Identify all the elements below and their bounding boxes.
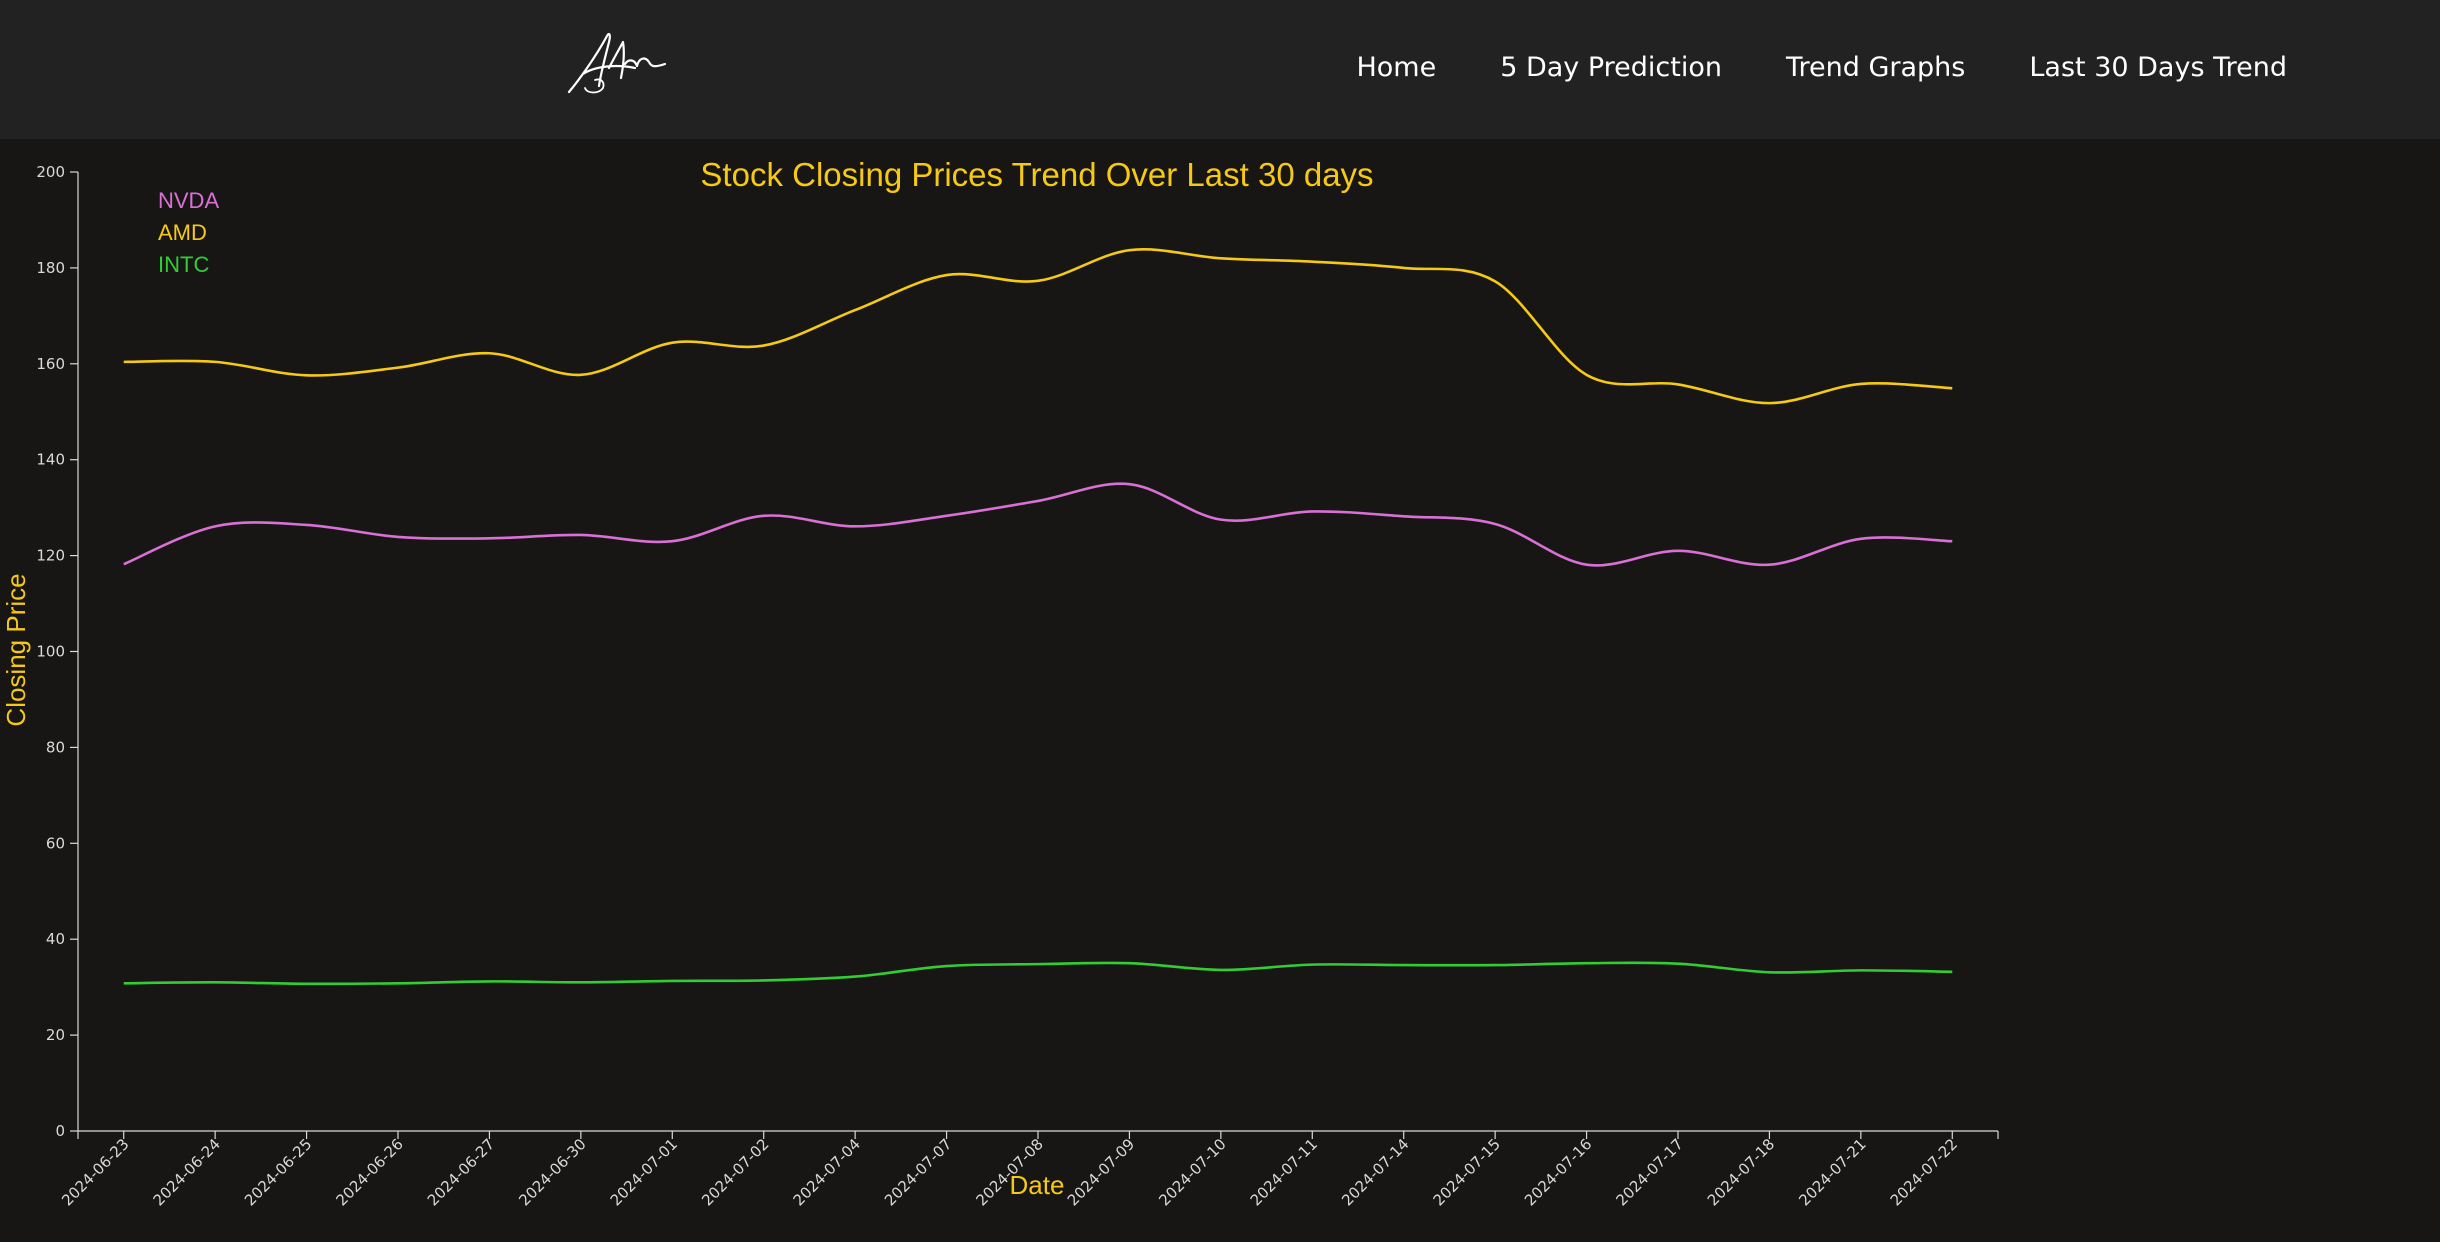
y-tick-label: 120 [36, 547, 65, 565]
nav-links: Home 5 Day Prediction Trend Graphs Last … [1292, 0, 2287, 134]
y-tick-label: 100 [36, 643, 65, 661]
y-axis-label: Closing Price [1, 573, 31, 726]
x-tick-label: 2024-07-14 [1338, 1135, 1412, 1209]
navbar: Home 5 Day Prediction Trend Graphs Last … [0, 0, 2440, 139]
x-axis-label: Date [1010, 1170, 1065, 1200]
x-tick-label: 2024-06-24 [150, 1135, 224, 1209]
series-lines [123, 248, 1953, 986]
x-tick-label: 2024-07-09 [1064, 1135, 1138, 1209]
y-tick-label: 80 [46, 738, 65, 756]
nav-trend-graphs[interactable]: Trend Graphs [1786, 51, 1966, 83]
x-tick-label: 2024-07-15 [1430, 1135, 1504, 1209]
x-tick-label: 2024-07-07 [881, 1135, 955, 1209]
legend-item-amd: AMD [158, 220, 207, 245]
y-tick-label: 140 [36, 451, 65, 469]
y-tick-label: 180 [36, 259, 65, 277]
legend: NVDA AMD INTC [158, 188, 219, 277]
x-tick-label: 2024-06-25 [241, 1135, 315, 1209]
closing-price-chart: Stock Closing Prices Trend Over Last 30 … [1, 156, 1999, 1209]
y-tick-label: 200 [36, 163, 65, 181]
y-axis: 0 20 40 60 80 100 120 140 160 180 200 [36, 163, 79, 1140]
series-line-amd [123, 248, 1953, 405]
chart-title: Stock Closing Prices Trend Over Last 30 … [700, 156, 1373, 193]
nav-last-30-days-trend[interactable]: Last 30 Days Trend [2029, 51, 2287, 83]
x-tick-label: 2024-07-16 [1521, 1135, 1595, 1209]
x-tick-label: 2024-07-11 [1247, 1135, 1321, 1209]
series-line-intc [123, 961, 1953, 986]
nav-home[interactable]: Home [1356, 51, 1437, 83]
legend-item-nvda: NVDA [158, 188, 219, 213]
x-tick-label: 2024-06-23 [58, 1135, 132, 1209]
y-tick-label: 20 [46, 1026, 65, 1044]
y-tick-label: 0 [55, 1122, 65, 1140]
series-line-nvda [123, 482, 1953, 567]
x-tick-label: 2024-07-01 [607, 1135, 681, 1209]
x-tick-label: 2024-07-02 [698, 1135, 772, 1209]
x-tick-label: 2024-07-04 [790, 1135, 864, 1209]
x-tick-label: 2024-07-18 [1704, 1135, 1778, 1209]
y-tick-label: 60 [46, 834, 65, 852]
y-tick-label: 40 [46, 930, 65, 948]
signature-logo[interactable] [565, 28, 675, 98]
x-tick-label: 2024-07-21 [1795, 1135, 1869, 1209]
nav-5-day-prediction[interactable]: 5 Day Prediction [1500, 51, 1722, 83]
x-tick-label: 2024-06-27 [424, 1135, 498, 1209]
x-tick-label: 2024-07-17 [1612, 1135, 1686, 1209]
y-tick-label: 160 [36, 355, 65, 373]
legend-item-intc: INTC [158, 252, 209, 277]
x-tick-label: 2024-06-30 [515, 1135, 589, 1209]
x-tick-label: 2024-06-26 [332, 1135, 406, 1209]
x-tick-label: 2024-07-22 [1887, 1135, 1961, 1209]
x-tick-label: 2024-07-10 [1155, 1135, 1229, 1209]
